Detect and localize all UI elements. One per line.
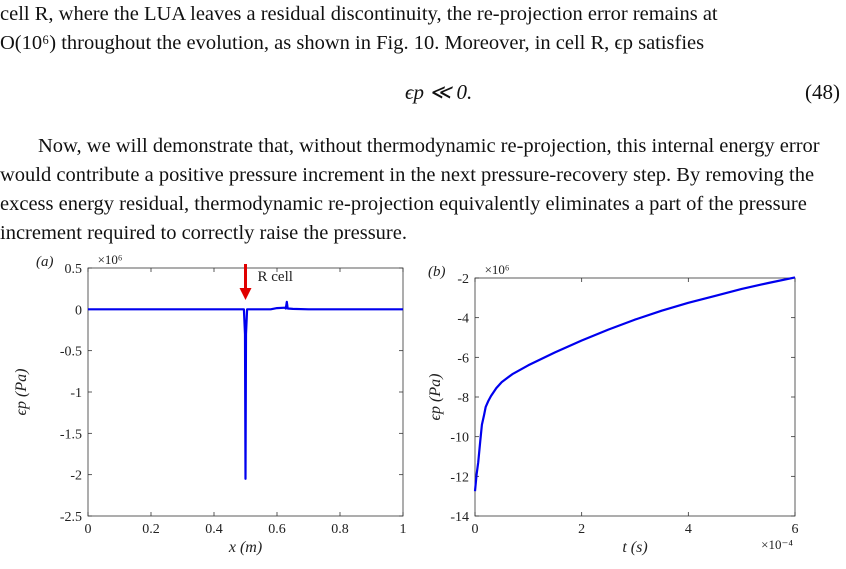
panel-a-y-tick-label: 0.5 <box>65 262 83 277</box>
panel-a-x-tick-label: 0.2 <box>142 522 160 537</box>
equation-48: ϵp ≪ 0. (48) <box>0 80 846 110</box>
paragraph-line4: eliminates a part of the pressure increm… <box>0 193 807 244</box>
panel-a-y-tick-label: -2.5 <box>60 510 82 525</box>
panel-b-panel-label: (b) <box>428 264 446 280</box>
panel-b-x-multiplier: ×10⁻⁴ <box>761 537 793 552</box>
panel-a-x-tick-label: 0 <box>85 522 92 537</box>
panel-a-x-tick-label: 0.6 <box>268 522 286 537</box>
panel-a-panel-label: (a) <box>36 254 54 270</box>
paragraph-intro-line1: cell R, where the LUA leaves a residual … <box>0 3 718 25</box>
paragraph-demonstration: Now, we will demonstrate that, without t… <box>0 132 846 248</box>
panel-b-y-tick-label: -8 <box>457 391 469 406</box>
panel-a-y-tick-label: -1.5 <box>60 427 82 442</box>
panel-b-y-tick-label: -6 <box>457 351 469 366</box>
paragraph-line3: step. By removing the excess energy resi… <box>0 164 815 215</box>
panel-b-y-multiplier: ×10⁶ <box>485 262 510 277</box>
panel-a-x-tick-label: 1 <box>400 522 407 537</box>
figure-10: 0 0.2 0.4 0.6 0.8 1 0.5 0 -0.5 -1 -1.5 -2 -2.5 ×10⁶ (a… <box>13 252 799 556</box>
equation-number: (48) <box>805 80 840 104</box>
panel-a-y-multiplier: ×10⁶ <box>98 252 123 267</box>
paragraph-line2: energy error would contribute a positive… <box>0 135 820 186</box>
panel-b-x-tick-label: 2 <box>578 522 585 537</box>
panel-a-x-axis-label: x (m) <box>228 539 262 556</box>
panel-a-y-tick-label: -1 <box>70 386 82 401</box>
paragraph-intro-line2: O(10⁶) throughout the evolution, as show… <box>0 32 705 54</box>
panel-a-x-tick-label: 0.4 <box>205 522 223 537</box>
panel-a-x-tick-label: 0.8 <box>331 522 349 537</box>
paragraph-intro: cell R, where the LUA leaves a residual … <box>0 0 846 58</box>
panel-b-series-line <box>473 276 796 492</box>
panel-b-y-axis-label: ϵp (Pa) <box>427 374 444 421</box>
panel-b-y-tick-label: -14 <box>450 510 469 525</box>
panel-b-x-tick-label: 4 <box>685 522 692 537</box>
panel-a-y-tick-label: -2 <box>70 469 82 484</box>
panel-a-arrow-icon <box>239 288 252 300</box>
panel-b-axes-box <box>474 277 796 517</box>
equation-expression: ϵp ≪ 0. <box>405 80 473 104</box>
paragraph-line1: Now, we will demonstrate that, without t… <box>38 135 715 157</box>
panel-b-x-axis-label: t (s) <box>622 539 647 556</box>
panel-b-x-tick-label: 0 <box>472 522 479 537</box>
panel-a-y-tick-label: 0 <box>75 303 82 318</box>
panel-a-series-line <box>88 300 403 480</box>
panel-b-x-tick-label: 6 <box>792 522 799 537</box>
panel-b-y-tick-label: -2 <box>457 272 469 287</box>
panel-b-y-tick-label: -12 <box>450 470 469 485</box>
panel-a-annotation-label: R cell <box>258 269 293 285</box>
panel-a-y-tick-label: -0.5 <box>60 345 82 360</box>
panel-b-y-tick-label: -10 <box>450 431 469 446</box>
panel-b-y-tick-label: -4 <box>457 312 469 327</box>
panel-a-y-axis-label: ϵp (Pa) <box>13 369 30 416</box>
